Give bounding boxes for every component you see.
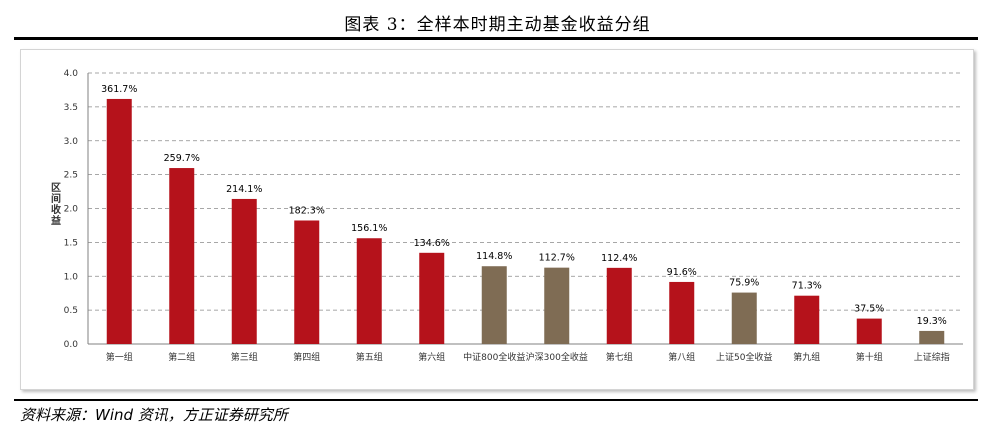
category-label-4: 第五组 (356, 351, 383, 363)
bar-value-label-3: 182.3% (289, 205, 325, 216)
bar-value-label-7: 112.7% (539, 253, 575, 264)
category-label-1: 第二组 (168, 351, 195, 363)
bar-value-label-13: 19.3% (917, 316, 947, 327)
bar-6 (481, 266, 507, 344)
bar-10 (731, 292, 757, 344)
category-label-5: 第六组 (418, 351, 445, 363)
bar-value-label-11: 71.3% (792, 281, 822, 292)
bar-1 (169, 168, 195, 344)
y-tick-label-8: 4.0 (64, 69, 79, 79)
bar-2 (231, 198, 257, 344)
bar-value-label-8: 112.4% (601, 253, 637, 264)
figure-title: 图表 3：全样本时期主动基金收益分组 (344, 15, 651, 35)
bar-4 (356, 238, 382, 344)
bar-value-label-12: 37.5% (854, 304, 884, 315)
bar-value-label-1: 259.7% (164, 153, 200, 164)
bar-7 (544, 267, 570, 344)
bar-value-label-5: 134.6% (414, 238, 450, 249)
category-label-7: 沪深300全收益 (526, 351, 588, 363)
category-label-0: 第一组 (106, 351, 133, 363)
category-label-13: 上证综指 (914, 351, 950, 363)
category-label-11: 第九组 (793, 351, 820, 363)
y-tick-label-7: 3.5 (64, 103, 78, 113)
bar-3 (294, 220, 320, 344)
bar-0 (106, 98, 132, 345)
category-label-2: 第三组 (231, 351, 258, 363)
bottom-rule (14, 399, 978, 401)
y-tick-label-6: 3.0 (64, 137, 79, 147)
category-label-12: 第十组 (856, 351, 883, 363)
y-axis-label-char-2: 收 (51, 203, 61, 216)
bar-value-label-4: 156.1% (351, 223, 387, 234)
category-label-10: 上证50全收益 (716, 351, 772, 363)
category-label-9: 第八组 (668, 351, 695, 363)
y-tick-label-1: 0.5 (64, 306, 78, 316)
y-tick-label-2: 1.0 (64, 272, 79, 282)
category-label-3: 第四组 (293, 351, 320, 363)
category-label-8: 第七组 (606, 351, 633, 363)
y-axis-label-char-1: 间 (51, 192, 61, 205)
bar-12 (856, 318, 882, 344)
y-axis-label-char-0: 区 (51, 182, 61, 194)
y-axis-label-char-3: 益 (51, 214, 61, 227)
bar-value-label-0: 361.7% (101, 84, 137, 95)
bar-5 (419, 252, 445, 344)
bar-value-label-10: 75.9% (729, 278, 759, 289)
bar-value-label-9: 91.6% (667, 267, 697, 278)
bar-9 (669, 281, 695, 344)
category-label-6: 中证800全收益 (463, 351, 525, 363)
bar-13 (919, 330, 945, 344)
bar-11 (794, 295, 820, 344)
source-note: 资料来源：Wind 资讯，方正证券研究所 (20, 406, 288, 424)
bar-value-label-2: 214.1% (226, 184, 262, 195)
y-tick-label-4: 2.0 (64, 205, 79, 215)
top-rule (14, 37, 978, 40)
y-tick-label-5: 2.5 (64, 171, 78, 181)
y-tick-label-0: 0.0 (64, 340, 79, 350)
bar-8 (606, 267, 632, 344)
y-tick-label-3: 1.5 (64, 238, 78, 248)
bar-value-label-6: 114.8% (476, 251, 512, 262)
